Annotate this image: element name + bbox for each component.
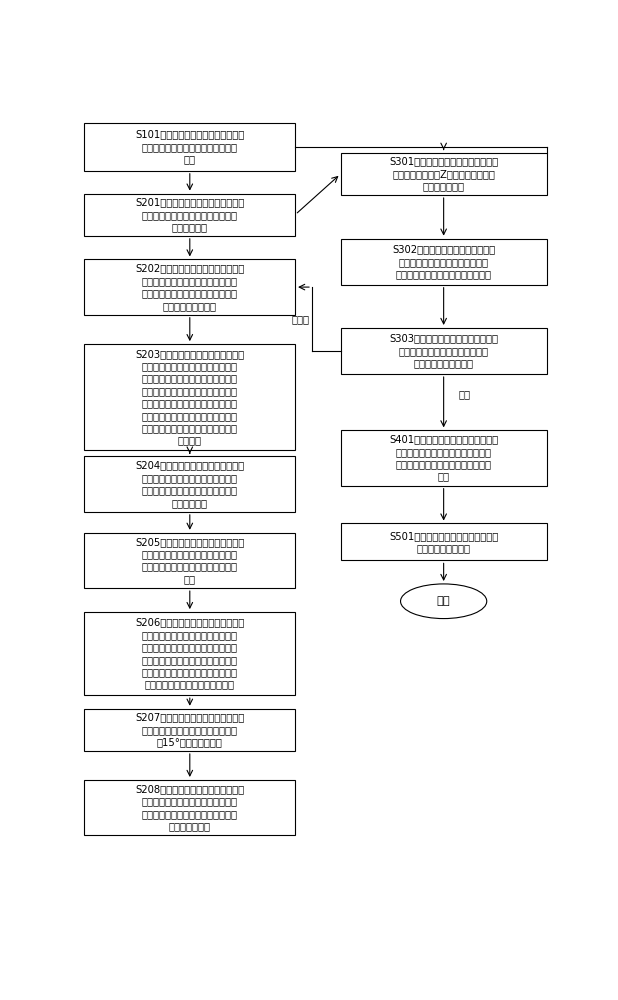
- Bar: [85, 123, 295, 171]
- Text: 结束: 结束: [437, 596, 451, 606]
- Bar: [85, 612, 295, 695]
- Bar: [85, 344, 295, 450]
- Text: 不配合: 不配合: [292, 314, 310, 324]
- Text: S303，匹配，通过三维设计软件，对
悬臂特征壳及支持特征壳体上的固
定轮廓数据进行匹配；: S303，匹配，通过三维设计软件，对 悬臂特征壳及支持特征壳体上的固 定轮廓数据…: [389, 334, 498, 368]
- Bar: [341, 328, 547, 374]
- Text: S207，筛除，通过三维设计软件，筛
除出实体三维模型中悬垂角度小于等
于15°的趋平行特征；: S207，筛除，通过三维设计软件，筛 除出实体三维模型中悬垂角度小于等 于15°…: [135, 712, 245, 747]
- Bar: [85, 194, 295, 236]
- Text: S202，调整，通过三维设计软件，调
整实体三维模型的摆放位置，再次进
行切割步骤，得到切割特征数据，并
记录切割特征数据；: S202，调整，通过三维设计软件，调 整实体三维模型的摆放位置，再次进 行切割步…: [135, 263, 245, 311]
- Bar: [85, 780, 295, 835]
- Bar: [341, 153, 547, 195]
- Ellipse shape: [400, 584, 487, 619]
- Text: S203，加固，通过三维建模软件，在
分离的悬臂特征壳体及支持特征壳体
上加设固定点，统计加设的固定点数
量并将其与固定点数据一同添加到切
割特征数据内，所述悬: S203，加固，通过三维建模软件，在 分离的悬臂特征壳体及支持特征壳体 上加设固…: [135, 349, 244, 446]
- Bar: [85, 709, 295, 751]
- Bar: [341, 523, 547, 560]
- Text: S201，切割，通过三维设计软件，对
实体三维模型进行切割处理，得到切
割特征数据；: S201，切割，通过三维设计软件，对 实体三维模型进行切割处理，得到切 割特征数…: [135, 197, 245, 232]
- Bar: [85, 259, 295, 315]
- Text: S204，量化，通过三维建模软件，将
该摆放位置下的悬臂特征壳体量化，
得到量化数据，并将量化数据添加到
切割数据内；: S204，量化，通过三维建模软件，将 该摆放位置下的悬臂特征壳体量化， 得到量化…: [135, 461, 244, 508]
- Text: S401，填充，通过填充软件及截面轮
廓数据，对打印区域进行扫描路径填
充，得到激光加工参数，生产加工信
息；: S401，填充，通过填充软件及截面轮 廓数据，对打印区域进行扫描路径填 充，得到…: [389, 434, 498, 482]
- Text: S206，筛选，通过计算软件，对特征
数据库内所记录各个实体三维模型摆
放位置的量化数据及固定点数量进行
比较，筛选得到量化数据最小及固定
点数量最少的实体三维: S206，筛选，通过计算软件，对特征 数据库内所记录各个实体三维模型摆 放位置的…: [135, 618, 245, 690]
- Text: S205，建库，通过三维设计软件，多
次进行调整、加固、量化步骤将所记
录的切割特征数据汇总得到特征数据
库；: S205，建库，通过三维设计软件，多 次进行调整、加固、量化步骤将所记 录的切割…: [135, 537, 245, 584]
- Text: S301，切片，通过三维设计软件，对
切割特征数据进行Z轴方向切片，获得
截面轮廓数据；: S301，切片，通过三维设计软件，对 切割特征数据进行Z轴方向切片，获得 截面轮…: [389, 156, 498, 191]
- Bar: [85, 533, 295, 588]
- Bar: [341, 430, 547, 486]
- Text: S208，标记，通过三维设计软件，将
实体三维模型中的趋平行特征标记为
不处理特征，并将该特征数据独立出
实体三维模型；: S208，标记，通过三维设计软件，将 实体三维模型中的趋平行特征标记为 不处理特…: [135, 784, 244, 831]
- Text: 配合: 配合: [458, 390, 470, 400]
- Bar: [341, 239, 547, 285]
- Text: S101，建模，通过三维建模软件，使
壶形薄壁件开口朝上建立实体三维模
型；: S101，建模，通过三维建模软件，使 壶形薄壁件开口朝上建立实体三维模 型；: [135, 130, 245, 164]
- Text: S501，扫描加工，通过加工信息，打
印得到壶形薄壁件。: S501，扫描加工，通过加工信息，打 印得到壶形薄壁件。: [389, 531, 498, 553]
- Bar: [85, 456, 295, 512]
- Text: S302，突出，通过三维软件，对截
面轮廓数据突出分离得到固定轮廓
数据，并将固定轮廓数据突出显示；: S302，突出，通过三维软件，对截 面轮廓数据突出分离得到固定轮廓 数据，并将固…: [392, 244, 495, 279]
